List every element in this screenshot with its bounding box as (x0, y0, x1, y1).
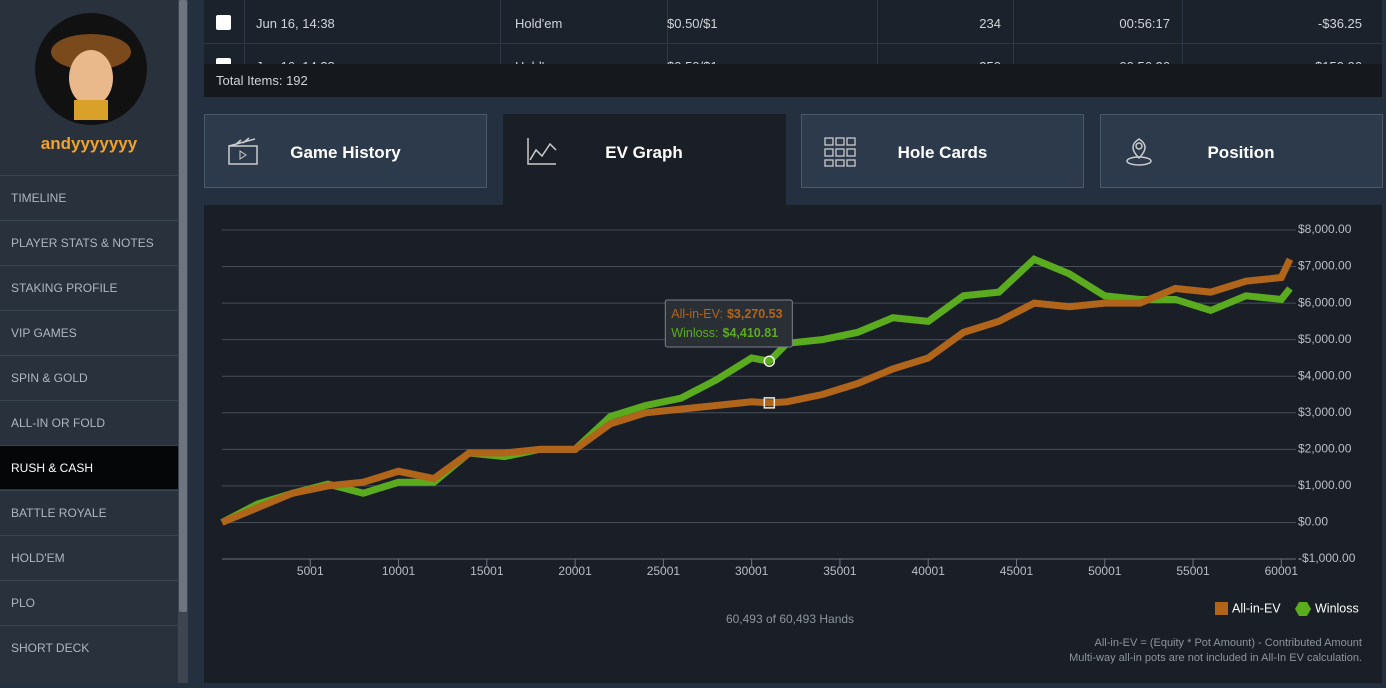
scrollbar (178, 0, 188, 683)
table-cell: -$36.25 (1317, 16, 1362, 31)
avatar (35, 13, 147, 125)
table-cell: 00:56:17 (1119, 16, 1170, 31)
tab-label: Position (1207, 143, 1275, 162)
y-tick-label: -$1,000.00 (1298, 551, 1356, 565)
nav-item[interactable]: PLO (0, 580, 178, 624)
table-cell: 234 (979, 16, 1001, 31)
footnote: Multi-way all-in pots are not included i… (1069, 652, 1362, 664)
table-cell: Hold'em (515, 16, 563, 31)
tab-label: EV Graph (605, 143, 683, 162)
nav-item[interactable]: PLAYER STATS & NOTES (0, 220, 178, 264)
y-tick-label: $2,000.00 (1298, 442, 1352, 456)
tooltip-value: $4,410.81 (723, 326, 779, 340)
x-tick-label: 5001 (297, 564, 324, 578)
column-divider (1013, 0, 1014, 97)
x-tick-label: 35001 (823, 564, 857, 578)
chart-caption: 60,493 of 60,493 Hands (726, 612, 854, 626)
series-line (220, 255, 1293, 526)
tab-icon (526, 138, 557, 165)
row-divider (204, 43, 1382, 44)
table-cell: $0.50/$1 (667, 16, 718, 31)
tooltip-value: $3,270.53 (727, 307, 783, 321)
nav-item[interactable]: BATTLE ROYALE (0, 490, 178, 534)
y-tick-label: $3,000.00 (1298, 405, 1352, 419)
column-divider (877, 0, 878, 97)
x-tick-label: 15001 (470, 564, 504, 578)
nav-item[interactable]: TIMELINE (0, 175, 178, 219)
tab-icon (1125, 138, 1152, 166)
column-divider (244, 0, 245, 97)
tab-icon (228, 137, 258, 165)
tab[interactable]: EV Graph (502, 114, 786, 206)
nav-item[interactable]: HOLD'EM (0, 535, 178, 579)
y-tick-label: $6,000.00 (1298, 295, 1352, 309)
checkbox[interactable] (216, 15, 231, 30)
chart-panel: -$1,000.00 $0.00 $1,000.00 $2,000.00 $3,000.… (204, 205, 1382, 683)
tooltip-name: Winloss: (671, 326, 718, 340)
x-tick-label: 25001 (647, 564, 681, 578)
column-divider (667, 0, 668, 97)
footnote: All-in-EV = (Equity * Pot Amount) - Cont… (1095, 637, 1363, 649)
tooltip-label: All-in-EV: $3,270.53 (671, 307, 782, 321)
hover-marker (763, 397, 776, 409)
legend-label: All-in-EV (1232, 601, 1281, 615)
x-tick-label: 50001 (1088, 564, 1122, 578)
x-tick-label: 10001 (382, 564, 416, 578)
tooltip-box (664, 299, 793, 348)
tab-label: Hole Cards (897, 143, 988, 162)
y-tick-label: $4,000.00 (1298, 368, 1352, 382)
x-tick-label: 60001 (1265, 564, 1299, 578)
scroll-thumb[interactable] (179, 0, 187, 612)
total-items: Total Items: 192 (204, 64, 1382, 97)
x-tick-label: 40001 (912, 564, 946, 578)
tooltip-label: Winloss: $4,410.81 (671, 326, 778, 340)
nav-item[interactable]: SHORT DECK (0, 625, 178, 669)
series-line (220, 257, 1294, 526)
y-tick-label: $0.00 (1298, 515, 1328, 529)
nav-item[interactable]: SPIN & GOLD (0, 355, 178, 399)
tab-icon (824, 137, 856, 167)
y-tick-label: $7,000.00 (1298, 259, 1352, 273)
x-tick-label: 30001 (735, 564, 769, 578)
nav-item[interactable]: RUSH & CASH (0, 445, 178, 489)
ev-chart: -$1,000.00 $0.00 $1,000.00 $2,000.00 $3,000.… (220, 222, 1363, 664)
column-divider (1182, 0, 1183, 97)
y-tick-label: $5,000.00 (1298, 332, 1352, 346)
legend-marker (1295, 602, 1311, 616)
x-tick-label: 55001 (1176, 564, 1210, 578)
sidebar: andyyyyyyy TIMELINE PLAYER STATS & NOTES S… (0, 0, 178, 683)
tooltip-name: All-in-EV: (671, 307, 723, 321)
tab-label: Game History (290, 143, 401, 162)
table-cell: Jun 16, 14:38 (256, 16, 335, 31)
x-tick-label: 45001 (1000, 564, 1034, 578)
tab[interactable]: Hole Cards (801, 114, 1084, 188)
y-tick-label: $1,000.00 (1298, 478, 1352, 492)
username: andyyyyyyy (40, 134, 138, 153)
nav-item[interactable]: STAKING PROFILE (0, 265, 178, 309)
x-tick-label: 20001 (558, 564, 592, 578)
nav-item[interactable]: ALL-IN OR FOLD (0, 400, 178, 444)
y-tick-label: $8,000.00 (1298, 222, 1352, 236)
legend-marker (1215, 602, 1228, 615)
hover-marker (763, 355, 776, 367)
column-divider (500, 0, 501, 97)
tab[interactable]: Position (1099, 114, 1383, 188)
legend-label: Winloss (1315, 601, 1359, 615)
nav-item[interactable]: VIP GAMES (0, 310, 178, 354)
tab[interactable]: Game History (204, 114, 487, 188)
